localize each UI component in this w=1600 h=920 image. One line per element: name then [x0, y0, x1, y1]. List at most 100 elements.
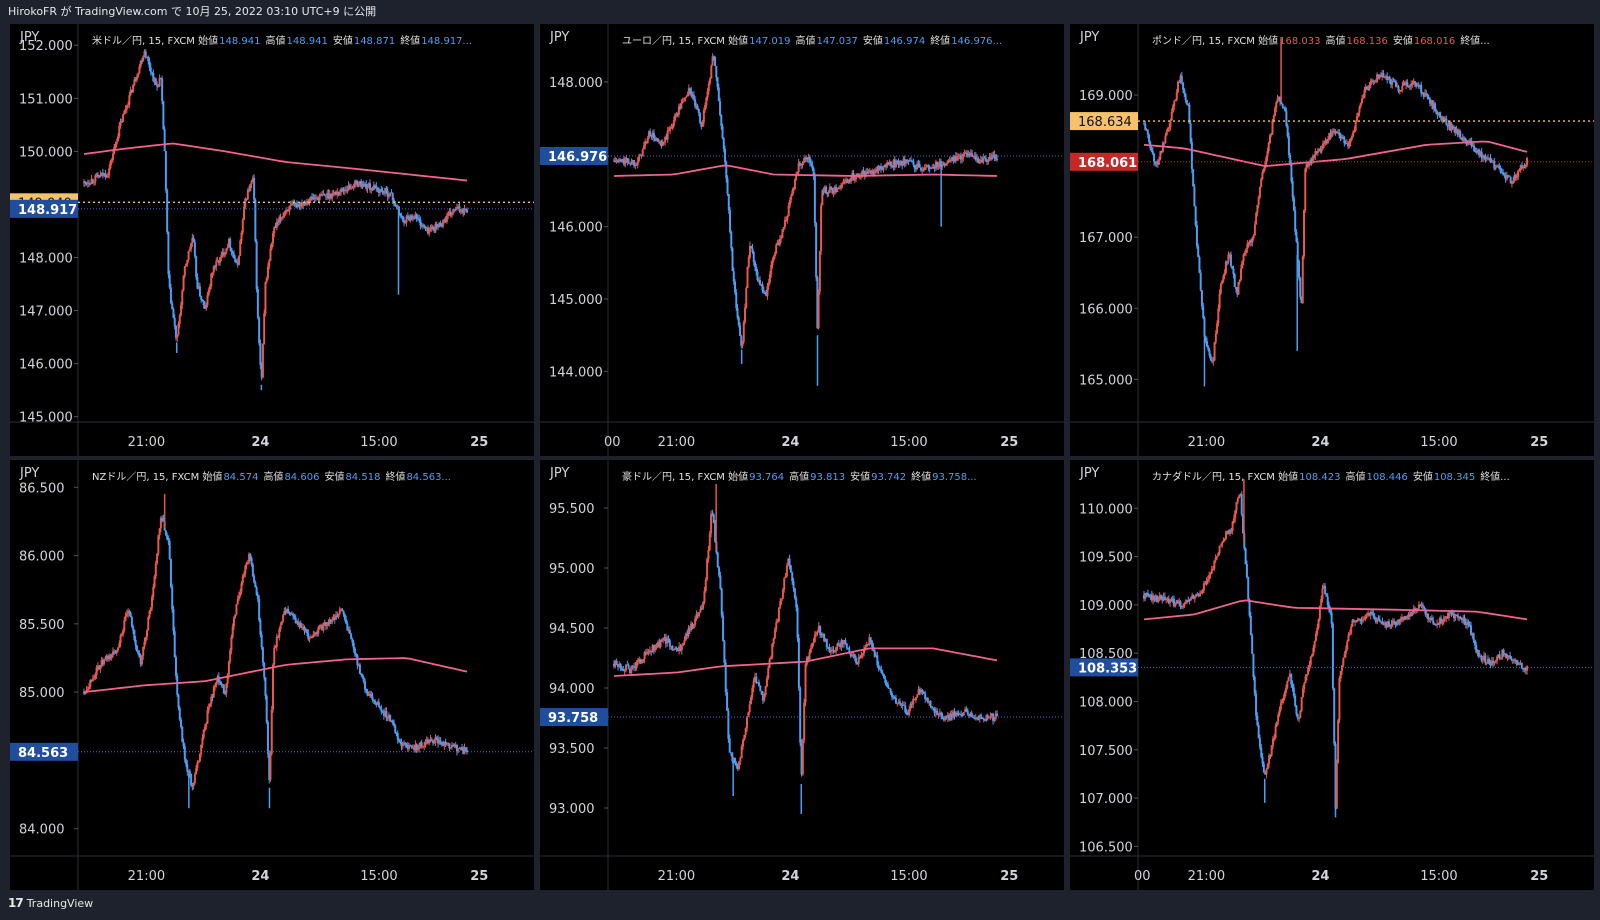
candle-body — [1295, 705, 1298, 715]
chart-panel-nzdjpy[interactable]: 86.500 86.000 85.500 85.000 84.000 21:00 24 15:… — [10, 460, 534, 890]
candle-body — [1187, 104, 1190, 106]
chart-panel-eurjpy[interactable]: 148.000 146.000 145.000 144.000 21:00 24 15:00… — [540, 24, 1064, 456]
symbol-name[interactable]: ポンド／円, 15, FXCM — [1152, 36, 1259, 47]
symbol-legend[interactable]: 豪ドル／円, 15, FXCM 始値93.764 高値93.813 安値93.742… — [622, 468, 982, 483]
candle-body — [1407, 614, 1410, 617]
candle-body — [154, 78, 157, 85]
y-tick-label: 86.000 — [19, 550, 65, 565]
symbol-name[interactable]: 豪ドル／円, 15, FXCM — [622, 472, 729, 483]
candle-body — [1275, 102, 1278, 109]
candle-body — [959, 155, 962, 160]
candle-body — [225, 683, 228, 694]
candle-body — [115, 141, 118, 144]
candle-body — [1473, 145, 1476, 152]
chart-panel-cadjpy[interactable]: 110.000 109.500 109.000 108.500 108.000 107.5… — [1070, 460, 1594, 890]
candle-body — [897, 701, 900, 703]
candle-body — [138, 66, 141, 74]
candle-body — [910, 703, 913, 705]
candle-body — [1183, 603, 1186, 607]
hline-price-label: 168.634 — [1078, 115, 1132, 130]
candle-body — [1512, 181, 1515, 183]
candle-body — [253, 178, 256, 200]
candle-body — [1485, 662, 1488, 664]
candle-body — [1387, 621, 1390, 625]
candle-body — [1296, 241, 1299, 261]
candle-body — [789, 565, 792, 573]
candle-body — [744, 307, 747, 323]
candle-body — [630, 160, 633, 164]
candle-body — [461, 209, 463, 211]
candle-body — [731, 753, 734, 762]
candle-body — [1354, 121, 1357, 131]
candle-body — [1450, 126, 1453, 131]
y-tick-label: 110.000 — [1079, 502, 1133, 517]
candle-body — [1391, 620, 1394, 624]
chart-panel-usdjpy[interactable]: 152.000 151.000 150.000 148.000 147.000 146.0… — [10, 24, 534, 456]
candle-body — [424, 741, 427, 746]
candle-body — [391, 720, 394, 724]
chart-panel-audjpy[interactable]: 95.500 95.000 94.500 94.000 93.500 93.000 21:0… — [540, 460, 1064, 890]
candle-body — [617, 159, 620, 162]
symbol-legend[interactable]: 米ドル／円, 15, FXCM 始値148.941 高値148.941 安値148.… — [92, 32, 477, 47]
symbol-legend[interactable]: カナダドル／円, 15, FXCM 始値108.423 高値108.446 安値10… — [1152, 468, 1516, 483]
tradingview-logo-icon[interactable]: 17 — [8, 896, 24, 910]
candle-body — [655, 138, 658, 141]
candle-body — [313, 634, 316, 636]
chart-panel-gbpjpy[interactable]: 169.000 167.000 166.000 165.000 21:00 24 15:00… — [1070, 24, 1594, 456]
symbol-legend[interactable]: ユーロ／円, 15, FXCM 始値147.019 高値147.037 安値146.… — [622, 32, 1007, 47]
candle-body — [220, 254, 223, 257]
candle-body — [336, 191, 339, 195]
candle-body — [130, 89, 133, 93]
candle-body — [169, 287, 172, 304]
candle-body — [978, 714, 981, 719]
candle-body — [656, 138, 659, 142]
candle-body — [1378, 619, 1381, 622]
candle-body — [841, 183, 844, 186]
candle-body — [181, 290, 184, 305]
candle-body — [374, 185, 377, 187]
candle-body — [1524, 667, 1527, 671]
y-tick-label: 86.500 — [19, 481, 65, 496]
candle-body — [844, 640, 847, 644]
candle-body — [162, 518, 165, 522]
candle-body — [715, 66, 718, 78]
footer-brand[interactable]: TradingView — [26, 896, 94, 910]
candle-body — [1339, 670, 1342, 679]
candle-body — [423, 745, 426, 747]
candle-body — [372, 185, 375, 191]
candle-body — [1201, 590, 1204, 593]
candle-body — [292, 202, 295, 205]
candle-body — [1297, 260, 1300, 278]
candle-body — [445, 215, 448, 222]
x-tick-label: 21:00 — [128, 435, 165, 450]
candle-body — [1231, 266, 1234, 269]
symbol-name[interactable]: ユーロ／円, 15, FXCM — [622, 36, 729, 47]
symbol-legend[interactable]: ポンド／円, 15, FXCM 始値168.033 高値168.136 安値168.… — [1152, 32, 1496, 47]
symbol-legend[interactable]: NZドル／円, 15, FXCM 始値84.574 高値84.606 安値84.51… — [92, 468, 456, 483]
x-tick-label-partial: 00 — [604, 435, 621, 450]
candle-body — [285, 608, 288, 614]
symbol-name[interactable]: 米ドル／円, 15, FXCM — [92, 36, 199, 47]
candle-body — [1344, 649, 1347, 654]
moving-average-line — [613, 647, 998, 677]
candle-body — [416, 748, 419, 750]
candle-body — [237, 595, 240, 600]
candle-body — [1488, 158, 1491, 160]
symbol-name[interactable]: カナダドル／円, 15, FXCM — [1152, 472, 1279, 483]
candle-body — [101, 172, 104, 176]
symbol-name[interactable]: NZドル／円, 15, FXCM — [92, 472, 203, 483]
candle-body — [426, 739, 429, 744]
ohlc-value: 93.813 — [810, 472, 846, 483]
candle-body — [616, 160, 619, 162]
candle-body — [924, 693, 927, 700]
candle-body — [1486, 158, 1489, 160]
candle-body — [172, 609, 175, 632]
candle-body — [1283, 692, 1286, 699]
ohlc-label: 安値 — [1412, 472, 1433, 483]
candle-body — [1301, 256, 1304, 304]
candle-body — [180, 719, 183, 727]
candle-body — [309, 637, 312, 639]
candle-body — [805, 157, 808, 159]
candle-body — [664, 637, 667, 644]
candle-body — [967, 153, 970, 157]
